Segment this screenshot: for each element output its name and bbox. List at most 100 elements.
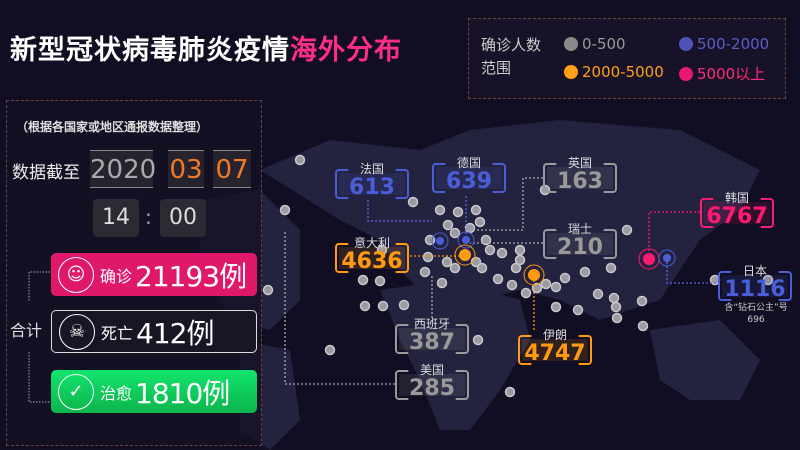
country-marker — [514, 244, 526, 256]
highlight-marker — [457, 231, 475, 249]
country-marker — [449, 227, 461, 239]
country-marker — [550, 301, 562, 313]
legend-range: 5000以上 — [697, 65, 766, 83]
country-marker — [605, 262, 617, 274]
skull-icon: ☠ — [59, 313, 95, 350]
callout-fill — [522, 339, 588, 361]
country-markers — [262, 154, 774, 398]
callout-2: 英国 163 — [543, 157, 617, 194]
legend-dot — [679, 37, 693, 51]
country-marker — [449, 262, 461, 274]
country-marker — [452, 206, 464, 218]
country-marker — [398, 299, 410, 311]
legend-dot — [564, 65, 578, 79]
legend-item: 5000以上 — [679, 63, 765, 84]
highlight-marker — [454, 244, 476, 266]
country-marker — [484, 244, 496, 256]
country-marker — [637, 320, 649, 332]
country-marker — [476, 262, 488, 274]
callout-1: 德国 639 — [432, 156, 506, 194]
callout-5: 西班牙 387 — [395, 317, 469, 355]
highlight-marker — [431, 232, 449, 250]
country-marker — [419, 266, 431, 278]
callout-fill — [399, 328, 465, 350]
country-value: 613 — [349, 175, 395, 200]
country-value: 4747 — [524, 341, 586, 366]
country-name: 德国 — [456, 156, 481, 170]
highlight-marker — [643, 253, 655, 265]
callout-8: 韩国 6767 — [700, 191, 774, 229]
country-marker — [377, 300, 389, 312]
callout-fill — [339, 247, 405, 269]
legend-label: 确诊人数范围 — [481, 36, 542, 77]
legend-item: 0-500 — [564, 35, 626, 53]
callout-4: 意大利 4636 — [335, 237, 409, 274]
country-marker — [510, 262, 522, 274]
callout-7: 伊朗 4747 — [518, 329, 592, 366]
callout-fill — [547, 167, 613, 189]
legend: 确诊人数范围 0-500 500-2000 2000-5000 5000以上 — [468, 18, 786, 99]
country-marker — [506, 279, 518, 291]
country-marker — [514, 254, 526, 266]
day: 07 — [213, 150, 251, 188]
country-value: 387 — [409, 330, 455, 355]
country-marker — [492, 273, 504, 285]
japan-note-value: 696 — [747, 315, 765, 325]
legend-range: 500-2000 — [697, 35, 770, 53]
legend-range: 2000-5000 — [582, 63, 664, 81]
country-marker — [359, 300, 371, 312]
deaths-card: ☠ 死亡 412例 — [51, 310, 257, 353]
callout-fill — [339, 173, 405, 195]
country-marker — [442, 219, 454, 231]
country-marker — [504, 386, 516, 398]
country-marker — [531, 282, 543, 294]
page-title: 新型冠状病毒肺炎疫情海外分布 — [10, 28, 402, 67]
country-marker — [621, 224, 633, 236]
source-note: （根据各国家或地区通报数据整理） — [16, 120, 209, 134]
country-marker — [611, 312, 623, 324]
country-name: 韩国 — [724, 191, 749, 205]
country-marker — [610, 301, 622, 313]
legend-range: 0-500 — [582, 35, 626, 53]
highlight-marker — [528, 269, 540, 281]
country-marker — [294, 154, 306, 166]
country-marker — [480, 234, 492, 246]
highlight-marker — [436, 237, 444, 245]
total-label: 合计 — [10, 321, 43, 340]
highlight-marker — [462, 236, 470, 244]
as-of-label: 数据截至 — [12, 163, 80, 183]
country-value: 4636 — [341, 249, 403, 274]
time-separator: : — [145, 205, 152, 229]
country-marker — [279, 204, 291, 216]
country-value: 163 — [557, 169, 603, 194]
country-marker — [472, 334, 484, 346]
recovered-card: ✓ 治愈 1810例 — [51, 370, 257, 413]
callout-fill — [399, 374, 465, 396]
country-name: 日本 — [742, 264, 767, 278]
callout-fill — [547, 233, 613, 255]
country-marker — [470, 204, 482, 216]
country-marker — [550, 281, 562, 293]
country-marker — [262, 284, 274, 296]
country-marker — [441, 256, 453, 268]
country-marker — [592, 288, 604, 300]
total-bracket — [28, 271, 50, 403]
japan-note: 含“钻石公主”号 696 — [716, 302, 796, 326]
legend-item: 500-2000 — [679, 35, 769, 53]
callout-3: 瑞士 210 — [543, 223, 617, 260]
leader-lines — [284, 177, 718, 385]
confirmed-value: 21193例 — [135, 259, 247, 293]
country-marker — [579, 266, 591, 278]
highlight-marker — [459, 249, 471, 261]
country-name: 美国 — [419, 363, 444, 377]
country-marker — [407, 196, 419, 208]
country-name: 法国 — [359, 162, 384, 176]
month: 03 — [168, 150, 204, 188]
country-marker — [434, 204, 446, 216]
title-main: 新型冠状病毒肺炎疫情 — [10, 35, 290, 66]
country-marker — [324, 344, 336, 356]
country-marker — [496, 247, 508, 259]
country-name: 西班牙 — [413, 317, 450, 331]
country-marker — [520, 287, 532, 299]
callout-6: 美国 285 — [395, 363, 469, 401]
